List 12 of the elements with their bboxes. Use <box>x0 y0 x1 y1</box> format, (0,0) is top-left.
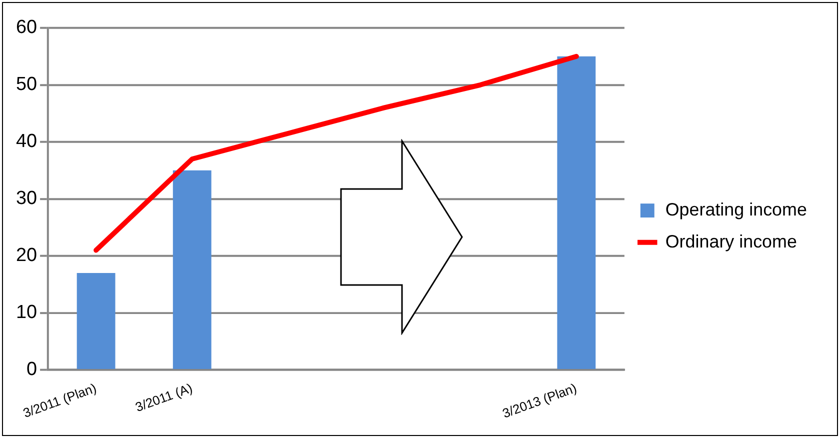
legend-label: Operating income <box>665 200 807 220</box>
y-tick-label: 40 <box>16 131 38 152</box>
y-tick-label: 10 <box>16 302 38 324</box>
x-tick-label: 3/2013 (Plan) <box>500 380 579 421</box>
x-tick-label: 3/2011 (A) <box>133 380 194 415</box>
y-tick-label: 60 <box>16 17 38 38</box>
legend-label: Ordinary income <box>665 231 797 252</box>
y-tick-label: 50 <box>16 74 38 96</box>
y-tick-label: 0 <box>26 359 38 380</box>
x-tick-label: 3/2011 (Plan) <box>21 380 98 421</box>
y-tick-label: 20 <box>16 245 38 266</box>
y-tick-label: 30 <box>16 188 38 210</box>
